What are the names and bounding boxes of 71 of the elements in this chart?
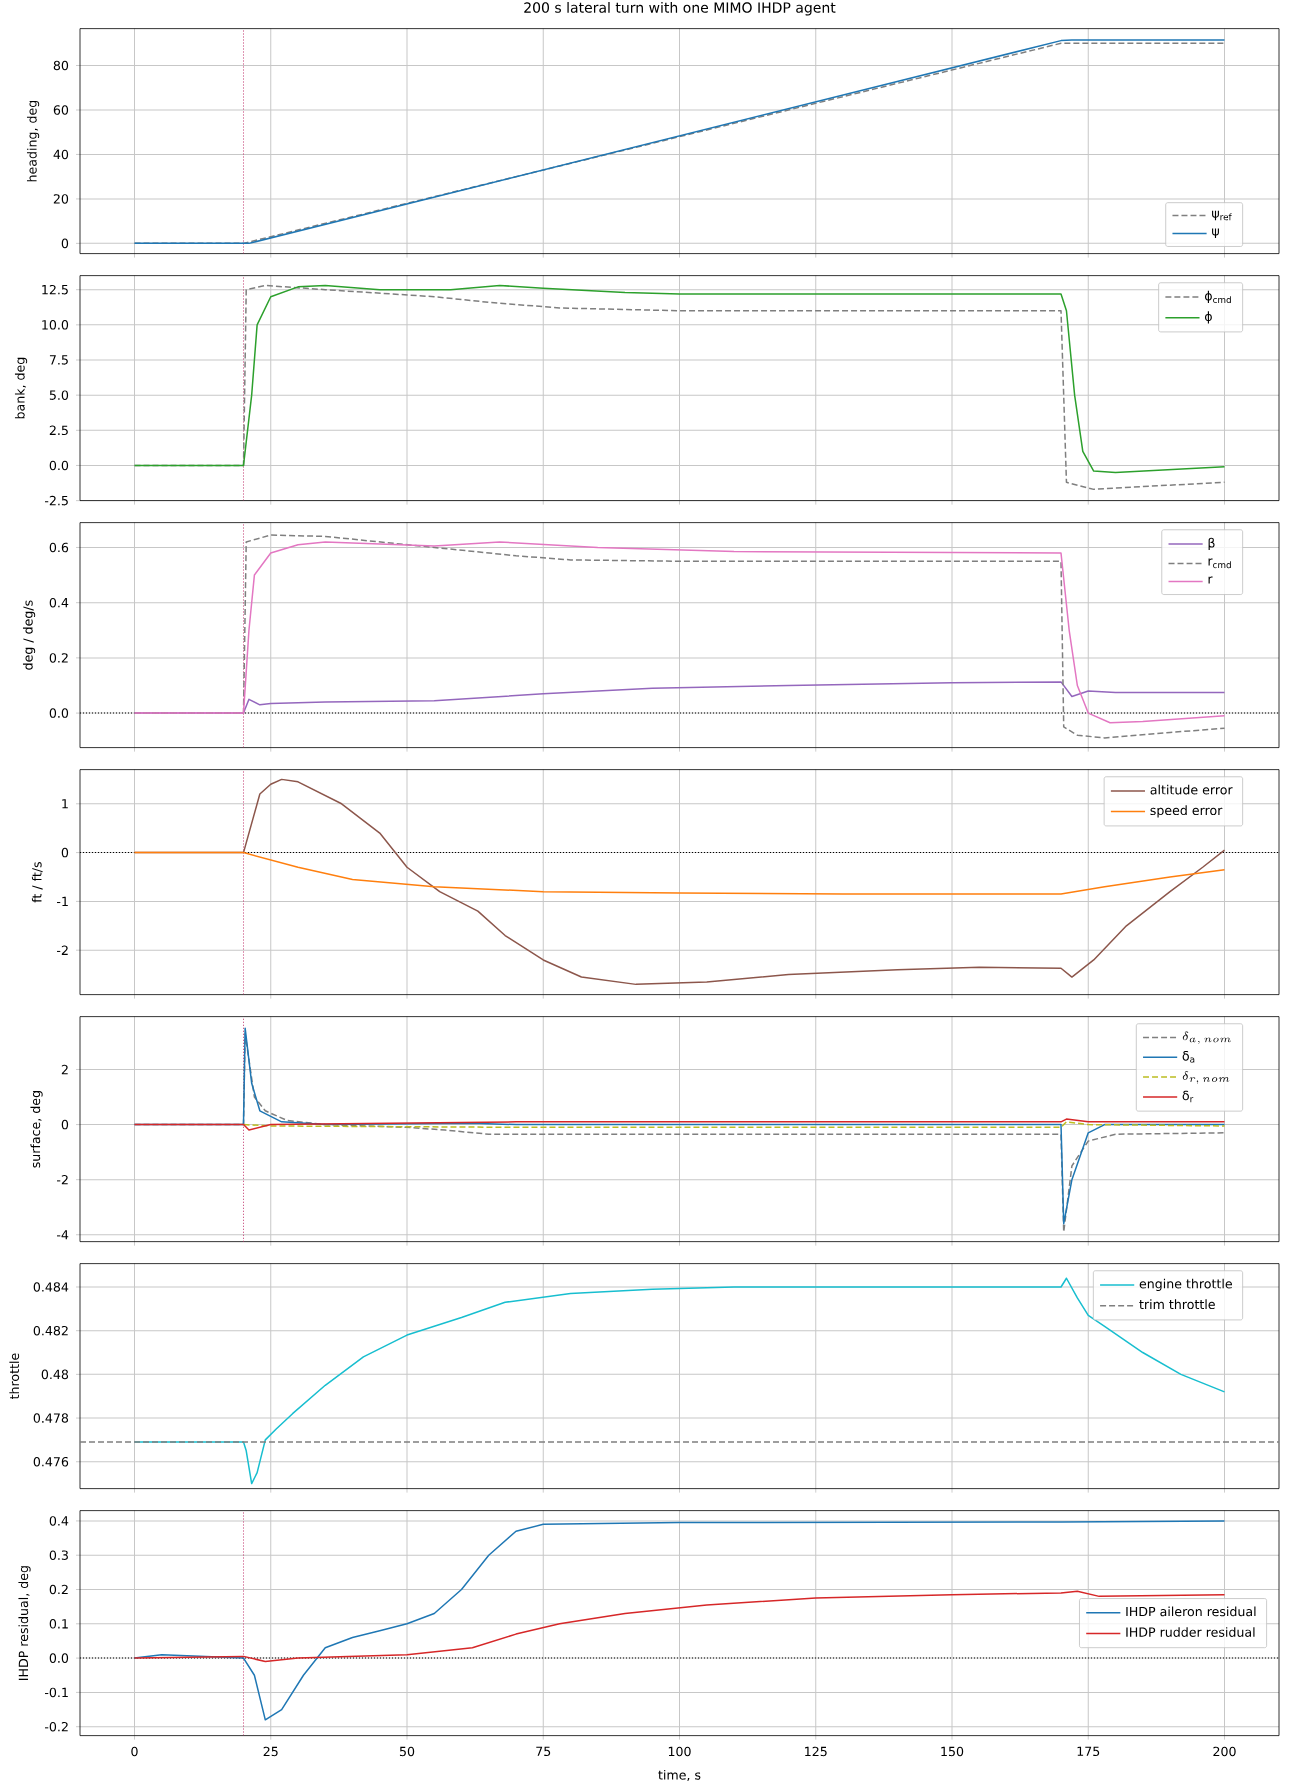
y-tick-label: 0.476: [33, 1456, 69, 1467]
y-tick-label: 20: [53, 194, 69, 204]
y-tick-label: 0.6: [49, 542, 69, 553]
legend-label: δ$_{r}$: [1182, 1090, 1194, 1103]
legend-label: ϕ: [1204, 311, 1212, 324]
x-tick-label: 150: [941, 1746, 964, 1757]
y-tick-label: 0.0: [49, 460, 69, 471]
y-axis-title: IHDP residual, deg: [18, 1566, 31, 1680]
y-tick-label: 0.4: [49, 597, 69, 608]
legend-label: ψ: [1212, 228, 1219, 239]
y-axis-title: ft / ft/s: [31, 862, 43, 903]
y-tick-label: 80: [53, 60, 69, 71]
y-tick-label: 2.5: [49, 425, 68, 436]
x-tick-label: 175: [1077, 1746, 1100, 1757]
y-tick-label: -1: [57, 896, 68, 906]
y-tick-label: -2: [57, 945, 68, 955]
legend-label: $\delta_{a,\,nom}$: [1182, 1031, 1231, 1045]
legend-label: engine throttle: [1139, 1278, 1232, 1291]
x-tick-label: 100: [668, 1746, 691, 1757]
y-tick-label: 0.48: [41, 1369, 69, 1380]
y-axis-title: surface, deg: [30, 1091, 43, 1168]
legend-label: r: [1208, 576, 1213, 584]
y-axis-title: heading, deg: [26, 100, 40, 182]
y-tick-label: 0: [61, 1119, 69, 1130]
y-tick-label: -2: [57, 1175, 68, 1185]
y-tick-label: -2.5: [44, 495, 68, 506]
y-axis-title: deg / deg/s: [22, 600, 36, 670]
legend-label: r$_{cmd}$: [1208, 558, 1231, 569]
y-tick-label: -4: [57, 1230, 69, 1240]
x-tick-label: 0: [131, 1746, 138, 1757]
y-tick-label: 0.0: [49, 708, 69, 718]
y-tick-label: 1: [62, 799, 68, 809]
x-tick-label: 50: [399, 1746, 415, 1757]
y-tick-label: 0.2: [49, 653, 68, 663]
legend-label: $\delta_{r,\,nom}$: [1182, 1071, 1230, 1084]
y-tick-label: 0.4: [49, 1516, 69, 1526]
y-tick-label: -0.2: [44, 1721, 68, 1732]
y-tick-label: 0.0: [49, 1653, 69, 1663]
y-tick-label: 0.1: [49, 1619, 68, 1629]
x-tick-label: 25: [263, 1746, 278, 1757]
y-tick-label: 0.2: [49, 1584, 68, 1595]
legend-label: altitude error: [1150, 784, 1233, 795]
y-tick-label: 12.5: [42, 284, 68, 295]
y-tick-label: 0.482: [33, 1325, 68, 1336]
legend-label: ψ$_{ref}$: [1212, 210, 1232, 221]
y-tick-label: 60: [53, 105, 69, 115]
y-axis-title: bank, deg: [14, 357, 28, 419]
legend-label: β: [1208, 537, 1215, 551]
legend-label: IHDP rudder residual: [1126, 1627, 1255, 1637]
y-tick-label: 2: [61, 1064, 68, 1075]
y-tick-label: 5.0: [49, 390, 69, 400]
y-tick-label: 0: [61, 847, 69, 858]
y-tick-label: 0.484: [33, 1282, 69, 1292]
x-tick-label: 75: [536, 1746, 551, 1757]
y-tick-label: 40: [53, 149, 69, 160]
y-tick-label: 7.5: [49, 355, 68, 365]
chart-title: 200 s lateral turn with one MIMO IHDP agent: [524, 2, 836, 16]
y-tick-label: -0.1: [44, 1687, 68, 1698]
y-tick-label: 0.3: [49, 1550, 68, 1560]
y-tick-label: 0.478: [33, 1413, 69, 1423]
legend-label: IHDP aileron residual: [1126, 1606, 1256, 1617]
x-axis-title: time, s: [658, 1769, 701, 1781]
y-tick-label: 10.0: [42, 320, 69, 330]
x-tick-label: 125: [805, 1746, 827, 1757]
legend-label: trim throttle: [1139, 1299, 1215, 1310]
y-tick-label: 0: [61, 238, 69, 249]
legend-label: δ$_{a}$: [1182, 1051, 1195, 1063]
legend-label: speed error: [1150, 805, 1223, 818]
legend-label: ϕ$_{cmd}$: [1204, 290, 1231, 304]
x-tick-label: 200: [1213, 1746, 1236, 1757]
y-axis-title: throttle: [9, 1353, 20, 1400]
